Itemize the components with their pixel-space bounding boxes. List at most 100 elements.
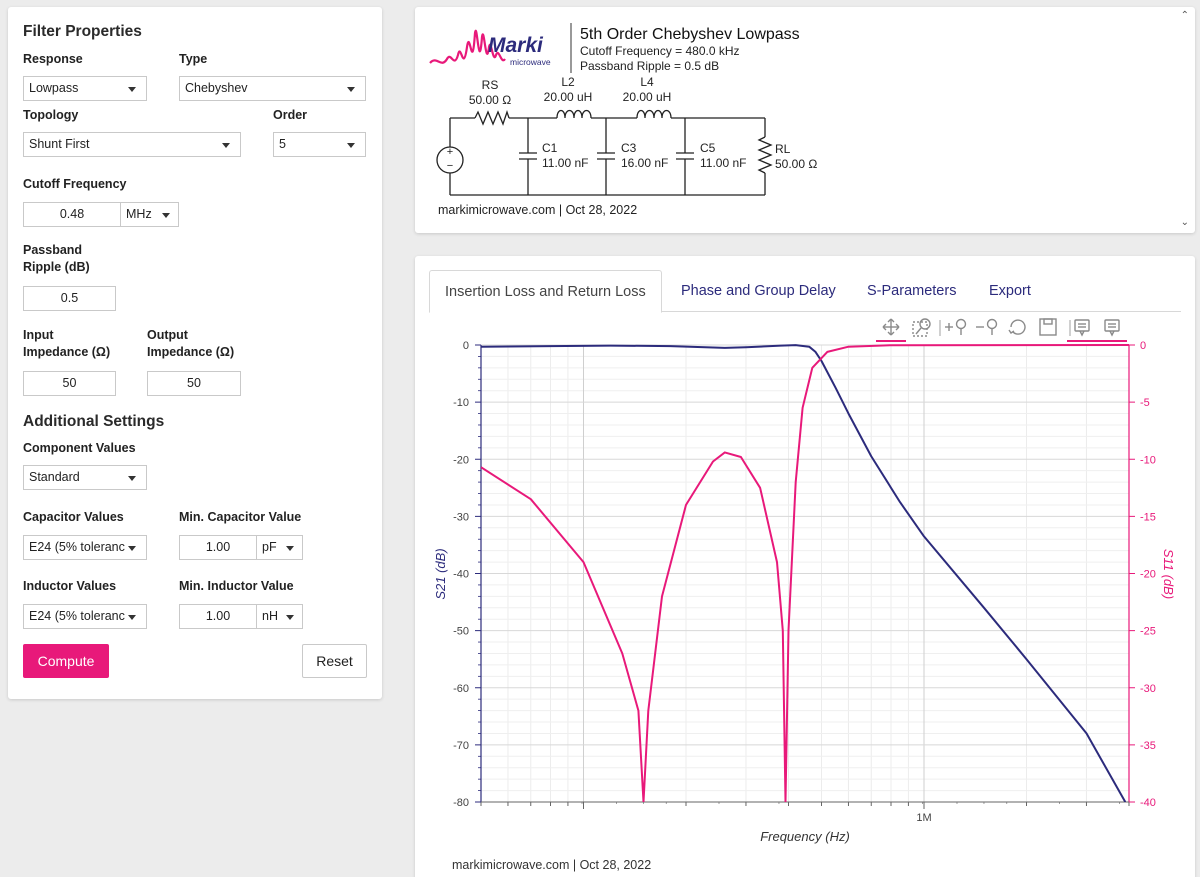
tab-s-parameters[interactable]: S-Parameters <box>867 283 957 299</box>
additional-settings-title: Additional Settings <box>23 413 165 430</box>
series-line-s21 <box>481 344 1127 802</box>
chevron-down-icon <box>128 476 136 481</box>
y-left-tick-label: -40 <box>453 569 469 581</box>
y-left-tick-label: -60 <box>453 683 469 695</box>
chevron-down-icon <box>222 143 230 148</box>
hover-s21-icon[interactable] <box>1074 319 1090 337</box>
min-capacitor-input[interactable]: 1.00 <box>179 535 257 560</box>
schematic-diagram: Marki microwave 5th Order Chebyshev Lowp… <box>429 23 817 217</box>
c1-name: C1 <box>542 141 558 155</box>
c1-value: 11.00 nF <box>542 156 588 170</box>
capacitor-values-value: E24 (5% toleranc <box>29 540 125 554</box>
zoom-out-icon[interactable] <box>976 318 998 336</box>
chart-axes: 0 -10 -20 -30 -40 -50 -60 -70 -80 0 -5 -10 -15 -20 -25… <box>453 340 1156 824</box>
type-label: Type <box>179 52 208 66</box>
schematic-ripple: Passband Ripple = 0.5 dB <box>580 59 719 73</box>
y-right-tick-label: -30 <box>1140 683 1156 695</box>
output-impedance-label-line1: Output <box>147 328 188 342</box>
chart-tabs: Insertion Loss and Return Loss Phase and… <box>429 270 1181 313</box>
y-right-tick-label: -25 <box>1140 626 1156 638</box>
cutoff-frequency-label: Cutoff Frequency <box>23 177 127 191</box>
tab-phase-group-delay[interactable]: Phase and Group Delay <box>681 283 836 299</box>
type-select[interactable]: Chebyshev <box>179 76 366 101</box>
y-right-tick-label: -35 <box>1140 740 1156 752</box>
y-left-tick-label: -20 <box>453 454 469 466</box>
input-impedance-input[interactable]: 50 <box>23 371 116 396</box>
y-right-tick-label: -10 <box>1140 454 1156 466</box>
filter-properties-panel: Filter Properties Response Type Lowpass … <box>8 7 382 699</box>
input-impedance-label-line2: Impedance (Ω) <box>23 345 111 359</box>
inductor-values-label: Inductor Values <box>23 579 117 593</box>
c5-value: 11.00 nF <box>700 156 746 170</box>
chart-footer: markimicrowave.com | Oct 28, 2022 <box>452 858 651 872</box>
min-inductor-label: Min. Inductor Value <box>179 579 294 593</box>
scroll-down-arrow-icon[interactable]: ⌄ <box>1180 217 1189 228</box>
input-impedance-label: Input Impedance (Ω) <box>23 327 110 361</box>
y-left-tick-label: -70 <box>453 740 469 752</box>
y-left-tick-label: -30 <box>453 511 469 523</box>
chevron-down-icon <box>347 143 355 148</box>
c3-value: 16.00 nF <box>621 156 668 170</box>
min-inductor-unit-select[interactable]: nH <box>256 604 303 629</box>
circuit-wires <box>449 117 766 196</box>
passband-ripple-label-line2: Ripple (dB) <box>23 260 90 274</box>
scroll-up-arrow-icon[interactable]: ⌃ <box>1180 10 1189 21</box>
min-capacitor-label: Min. Capacitor Value <box>179 510 302 524</box>
order-select[interactable]: 5 <box>273 132 366 157</box>
capacitor-values-label: Capacitor Values <box>23 510 124 524</box>
marki-logo: Marki microwave <box>429 29 551 67</box>
cutoff-unit-value: MHz <box>126 207 152 221</box>
passband-ripple-label: Passband Ripple (dB) <box>23 242 90 276</box>
zoom-in-icon[interactable] <box>945 318 967 336</box>
logo-text: Marki <box>488 34 544 57</box>
reset-icon[interactable] <box>1008 319 1026 335</box>
input-impedance-label-line1: Input <box>23 328 54 342</box>
rl-name: RL <box>775 142 791 156</box>
topology-select-value: Shunt First <box>29 137 90 151</box>
save-icon[interactable] <box>1039 318 1057 336</box>
box-zoom-icon[interactable] <box>912 318 931 337</box>
y-left-tick-label: -50 <box>453 626 469 638</box>
topology-select[interactable]: Shunt First <box>23 132 241 157</box>
capacitor-values-select[interactable]: E24 (5% toleranc <box>23 535 147 560</box>
tab-export[interactable]: Export <box>989 283 1031 299</box>
chevron-down-icon <box>162 213 170 218</box>
y-right-tick-label: -5 <box>1140 397 1150 409</box>
inductor-values-select[interactable]: E24 (5% toleranc <box>23 604 147 629</box>
pan-icon[interactable] <box>882 318 900 336</box>
chart-panel: Insertion Loss and Return Loss Phase and… <box>415 256 1195 877</box>
inductor-values-value: E24 (5% toleranc <box>29 609 125 623</box>
inductor-l4-icon <box>636 109 672 119</box>
output-impedance-label: Output Impedance (Ω) <box>147 327 234 361</box>
passband-ripple-input[interactable]: 0.5 <box>23 286 116 311</box>
response-select[interactable]: Lowpass <box>23 76 147 101</box>
min-capacitor-unit-select[interactable]: pF <box>256 535 303 560</box>
chart-series <box>481 344 1129 802</box>
topology-label: Topology <box>23 108 79 122</box>
rl-value: 50.00 Ω <box>775 157 817 171</box>
order-select-value: 5 <box>279 137 286 151</box>
output-impedance-input[interactable]: 50 <box>147 371 241 396</box>
y-left-tick-label: 0 <box>463 340 469 352</box>
chart-svg[interactable]: 0 -10 -20 -30 -40 -50 -60 -70 -80 0 -5 -10 -15 -20 -25… <box>415 256 1195 877</box>
component-values-label: Component Values <box>23 441 136 455</box>
compute-button[interactable]: Compute <box>23 644 109 678</box>
output-impedance-label-line2: Impedance (Ω) <box>147 345 235 359</box>
l4-value: 20.00 uH <box>623 90 672 104</box>
l2-name: L2 <box>561 75 575 89</box>
cutoff-unit-select[interactable]: MHz <box>120 202 179 227</box>
min-inductor-input[interactable]: 1.00 <box>179 604 257 629</box>
cutoff-frequency-input[interactable]: 0.48 <box>23 202 121 227</box>
reset-button[interactable]: Reset <box>302 644 367 678</box>
c3-name: C3 <box>621 141 637 155</box>
y-right-tick-label: -15 <box>1140 511 1156 523</box>
resistor-rs-icon <box>474 109 510 126</box>
rs-name: RS <box>482 78 499 92</box>
filter-properties-title: Filter Properties <box>23 23 142 40</box>
y-axis-right-label: S11 (dB) <box>1161 549 1176 599</box>
tab-insertion-loss[interactable]: Insertion Loss and Return Loss <box>429 270 662 313</box>
inductor-l2-icon <box>556 109 592 119</box>
component-values-select[interactable]: Standard <box>23 465 147 490</box>
hover-s11-icon[interactable] <box>1104 319 1120 337</box>
voltage-source-icon: + − <box>436 146 464 174</box>
